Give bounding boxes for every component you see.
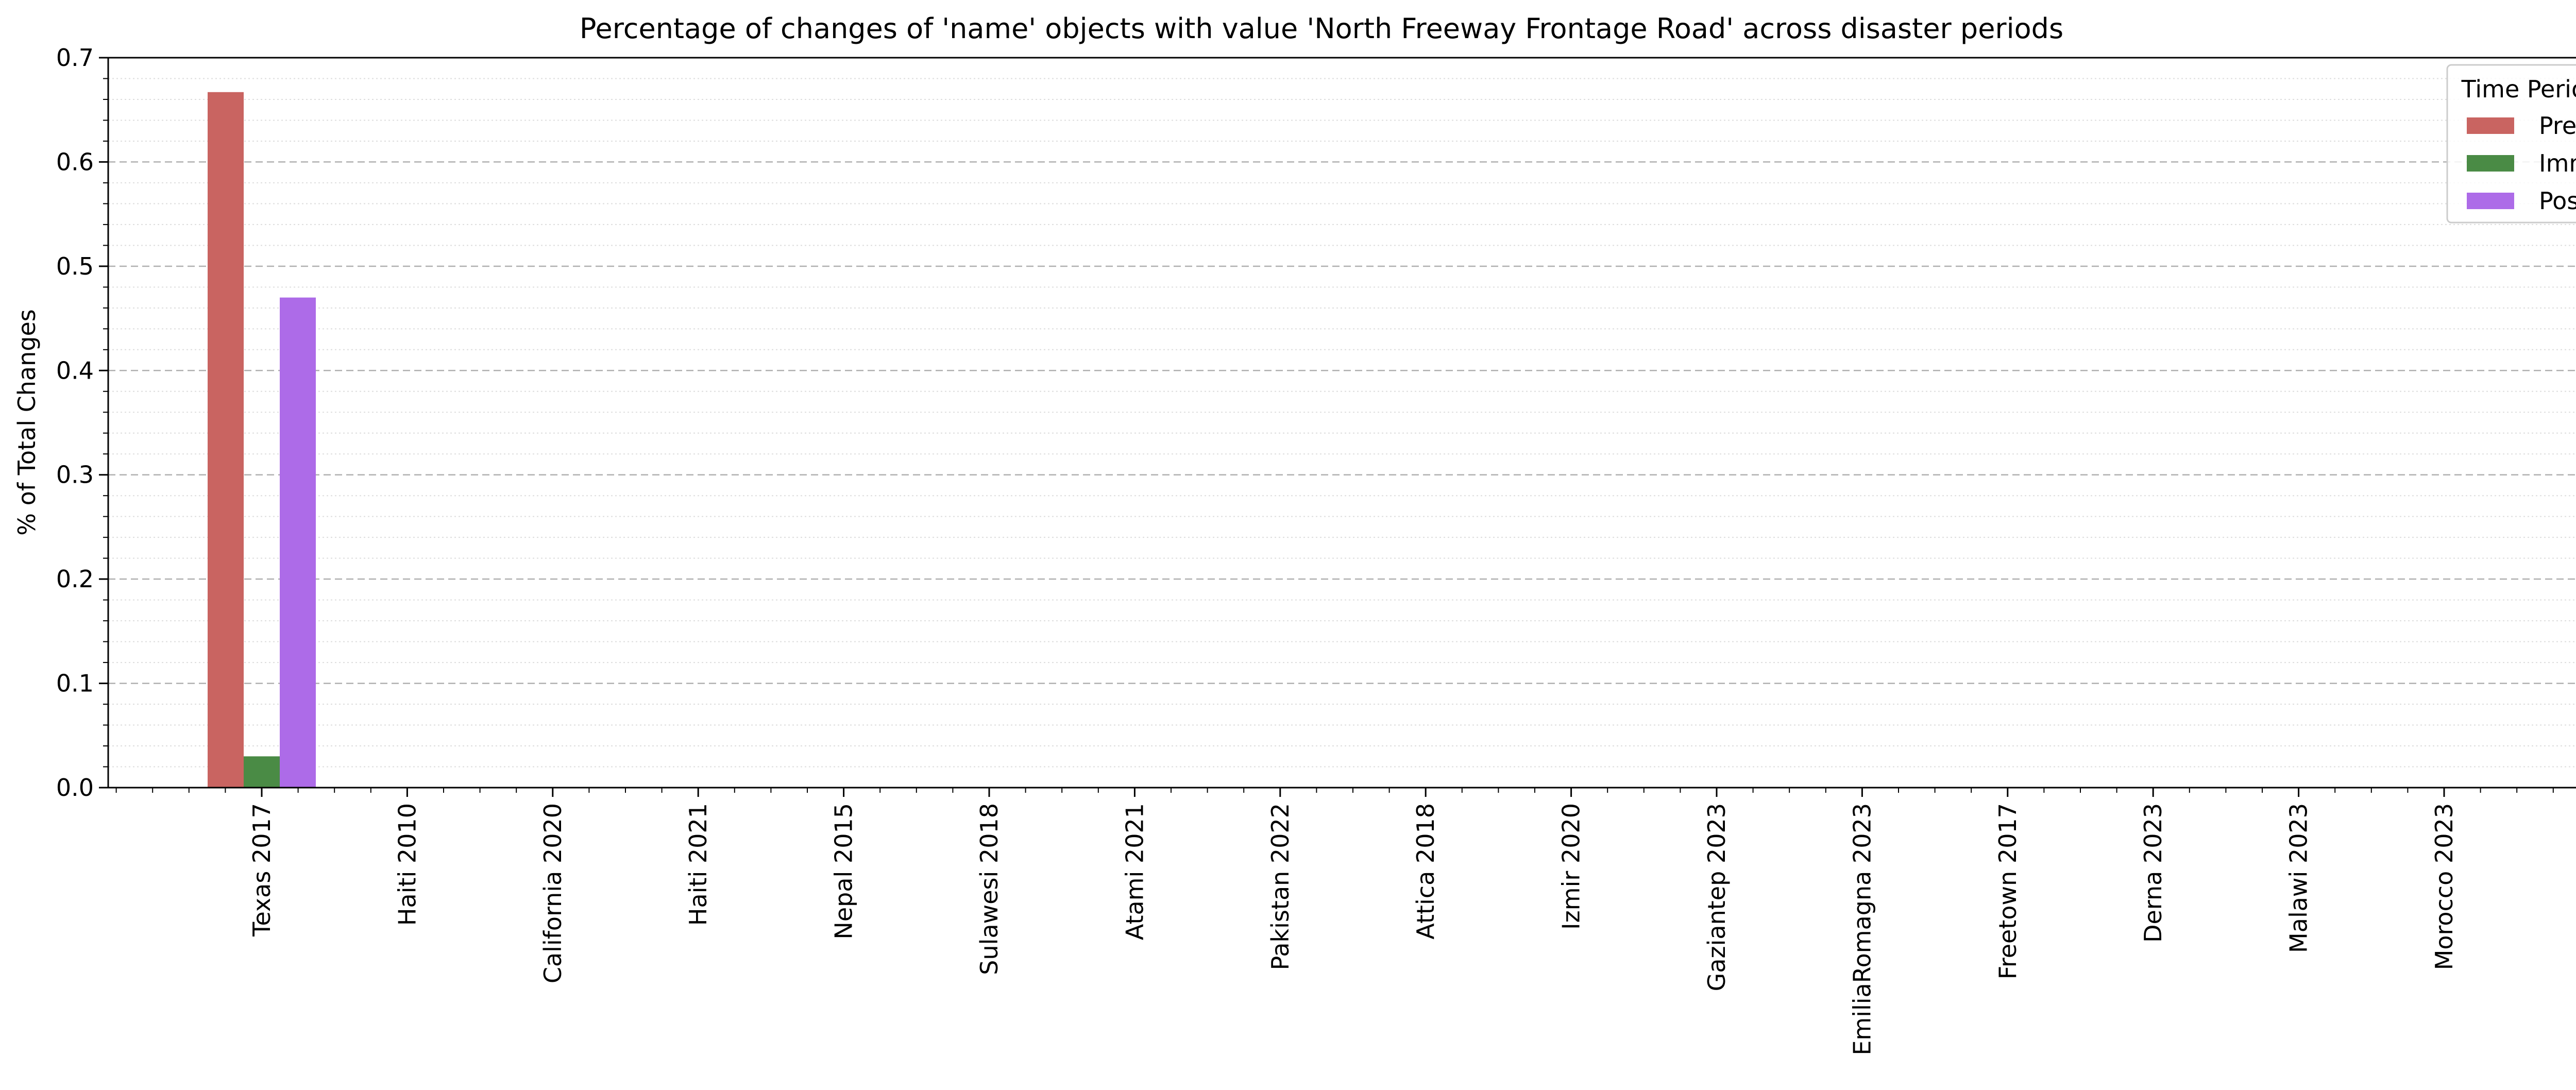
x-tick-label: Pakistan 2022 bbox=[1266, 803, 1294, 970]
y-tick-label: 0.3 bbox=[56, 461, 94, 489]
x-tick-label: Derna 2023 bbox=[2139, 803, 2167, 943]
x-tick-label: Izmir 2020 bbox=[1557, 803, 1585, 930]
bar-post bbox=[280, 297, 316, 788]
x-tick-label: Sulawesi 2018 bbox=[975, 803, 1003, 975]
legend-box bbox=[2446, 64, 2576, 224]
x-tick-label: Freetown 2017 bbox=[1994, 803, 2022, 979]
y-tick-label: 0.4 bbox=[56, 356, 94, 384]
y-tick-label: 0.0 bbox=[56, 774, 94, 802]
bar-imm bbox=[244, 756, 280, 788]
x-tick-label: Nepal 2015 bbox=[830, 803, 858, 940]
plot-frame bbox=[107, 57, 2576, 789]
legend: Time Period Pre Imm Post bbox=[2446, 64, 2576, 224]
legend-swatch-pre bbox=[2467, 117, 2514, 134]
x-tick-label: Haiti 2021 bbox=[684, 803, 712, 926]
x-axis: Texas 2017 Haiti 2010 California 2020 Haiti… bbox=[115, 788, 2554, 1055]
grid-layer bbox=[108, 78, 2576, 768]
x-tick-label: Atami 2021 bbox=[1121, 803, 1148, 940]
x-tick-label: Morocco 2023 bbox=[2430, 803, 2458, 970]
legend-label-post: Post bbox=[2539, 187, 2576, 215]
y-tick-label: 0.6 bbox=[56, 148, 94, 176]
legend-swatch-imm bbox=[2467, 155, 2514, 172]
x-tick-label: Haiti 2010 bbox=[393, 803, 421, 926]
y-tick-label: 0.1 bbox=[56, 670, 94, 697]
legend-label-pre: Pre bbox=[2539, 112, 2576, 140]
x-tick-label: Texas 2017 bbox=[248, 803, 276, 937]
chart-title: Percentage of changes of 'name' objects … bbox=[580, 12, 2063, 45]
y-tick-label: 0.2 bbox=[56, 565, 94, 593]
y-axis-label: % of Total Changes bbox=[13, 309, 41, 535]
legend-label-imm: Imm bbox=[2539, 149, 2576, 177]
x-tick-label: Gaziantep 2023 bbox=[1703, 803, 1731, 991]
bars-layer bbox=[208, 92, 316, 788]
legend-title: Time Period bbox=[2461, 75, 2576, 103]
y-tick-label: 0.5 bbox=[56, 252, 94, 280]
y-axis: 0.0 0.1 0.2 0.3 0.4 0.5 0.6 0.7 bbox=[56, 44, 108, 802]
x-tick-label: Attica 2018 bbox=[1412, 803, 1439, 940]
bar-pre bbox=[208, 92, 244, 788]
x-tick-label: EmiliaRomagna 2023 bbox=[1848, 803, 1876, 1055]
x-tick-label: Malawi 2023 bbox=[2285, 803, 2313, 953]
legend-swatch-post bbox=[2467, 193, 2514, 209]
x-tick-label: California 2020 bbox=[539, 803, 567, 983]
y-tick-label: 0.7 bbox=[56, 44, 94, 72]
